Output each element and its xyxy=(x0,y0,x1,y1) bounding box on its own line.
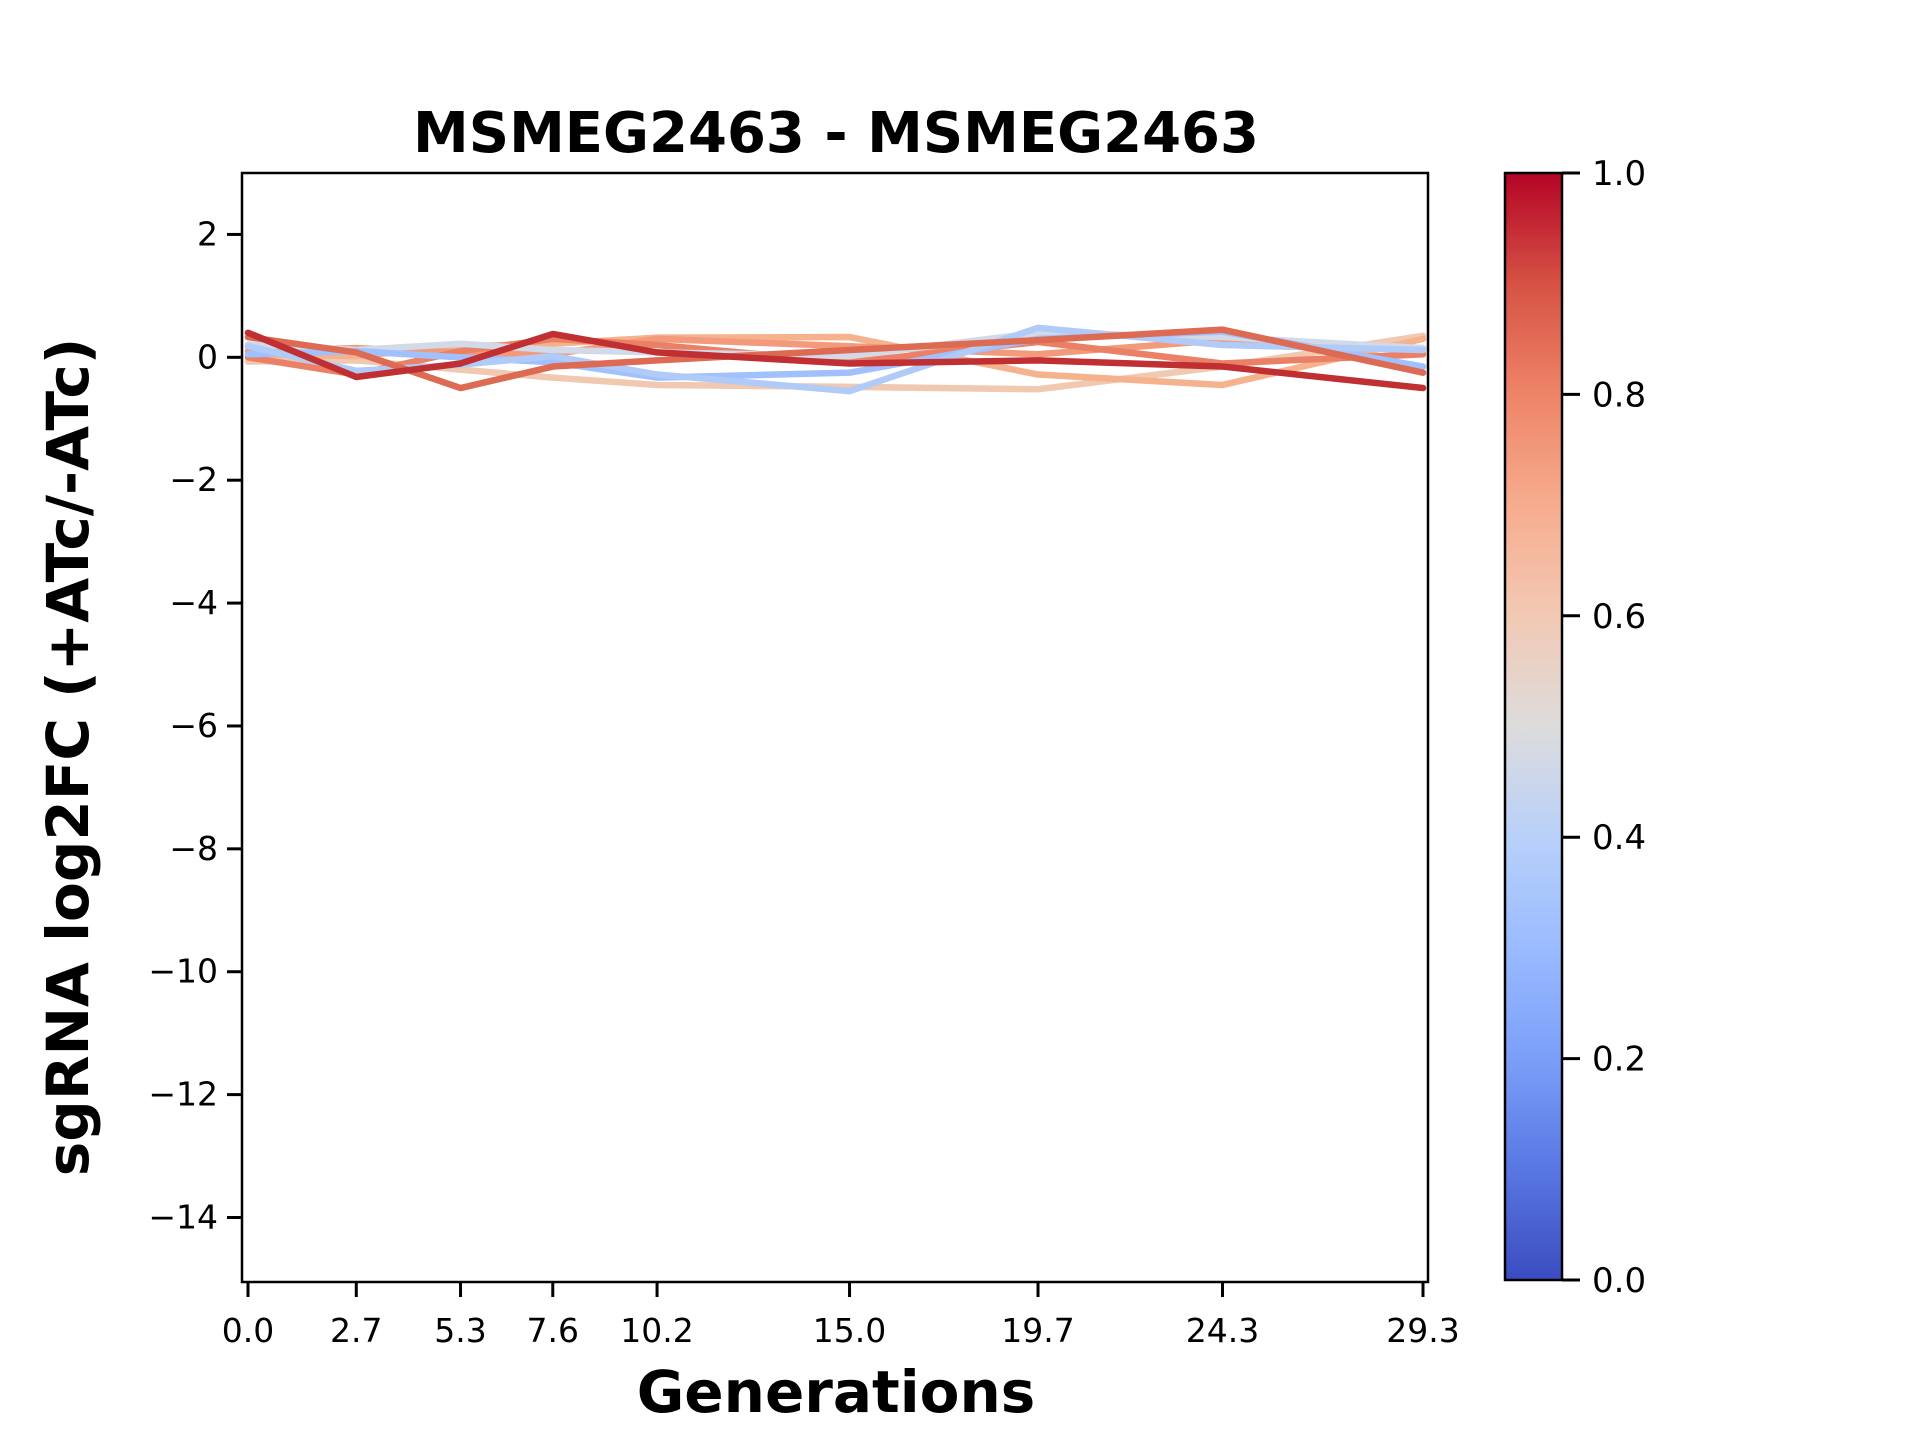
x-tick-label: 15.0 xyxy=(813,1311,886,1350)
series-lines-group xyxy=(244,324,1427,395)
y-tick-label: 2 xyxy=(197,214,218,253)
colorbar-tick-label: 1.0 xyxy=(1592,154,1646,194)
y-tick-label: −4 xyxy=(169,583,218,622)
y-tick-label: −14 xyxy=(148,1197,218,1236)
y-tick-label: −10 xyxy=(148,952,218,991)
colorbar-tick-label: 0.6 xyxy=(1592,597,1646,637)
colorbar-tick-label: 0.2 xyxy=(1592,1040,1646,1080)
x-tick-label: 10.2 xyxy=(620,1311,693,1350)
x-tick-label: 24.3 xyxy=(1186,1311,1259,1350)
colorbar-tick-label: 0.0 xyxy=(1592,1261,1646,1301)
x-tick-label: 0.0 xyxy=(222,1311,274,1350)
colorbar-tick-label: 0.8 xyxy=(1592,375,1646,415)
y-axis-label: sgRNA log2FC (+ATc/-ATc) xyxy=(34,338,102,1176)
colorbar-ticks: 0.0 0.2 0.4 0.6 0.8 1.0 xyxy=(1562,154,1646,1301)
colorbar-tick-label: 0.4 xyxy=(1592,818,1646,858)
series-line-8 xyxy=(244,329,1427,392)
x-tick-label: 7.6 xyxy=(527,1311,579,1350)
y-tick-label: 0 xyxy=(197,337,218,376)
colorbar xyxy=(1503,171,1564,1282)
x-axis-label: Generations xyxy=(637,1358,1036,1426)
y-tick-label: −8 xyxy=(169,829,218,868)
axes-spines xyxy=(240,171,1430,1284)
y-tick-label: −2 xyxy=(169,460,218,499)
x-tick-label: 19.7 xyxy=(1001,1311,1074,1350)
chart-title: MSMEG2463 - MSMEG2463 xyxy=(413,101,1259,166)
x-tick-label: 5.3 xyxy=(434,1311,486,1350)
y-tick-label: −12 xyxy=(148,1075,218,1114)
y-tick-label: −6 xyxy=(169,706,218,745)
x-tick-label: 29.3 xyxy=(1386,1311,1459,1350)
x-tick-label: 2.7 xyxy=(330,1311,382,1350)
series-line-6 xyxy=(244,324,1427,395)
y-axis-ticks: 2 0 −2 −4 −6 −8 −10 −12 −14 xyxy=(148,214,242,1236)
series-line-7 xyxy=(244,326,1427,392)
x-axis-ticks: 0.0 2.7 5.3 7.6 10.2 15.0 19.7 24.3 29.3 xyxy=(222,1282,1460,1350)
